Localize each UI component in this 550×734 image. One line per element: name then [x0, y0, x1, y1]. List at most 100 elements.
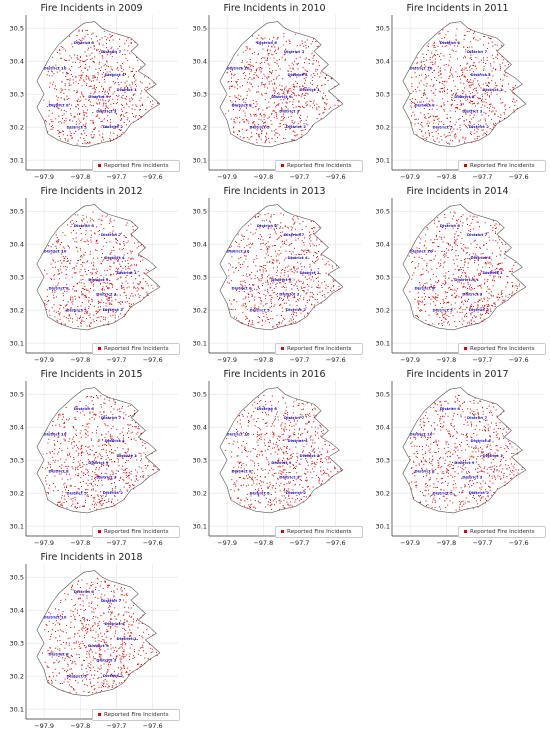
panel-title: Fire Incidents in 2010: [223, 3, 326, 14]
district-label: District 2: [469, 490, 490, 495]
y-tick-label: 30.5: [193, 207, 207, 215]
y-tick-label: 30.4: [10, 240, 24, 248]
legend-swatch: [464, 347, 467, 350]
district-label: District 2: [286, 490, 307, 495]
district-label: District 1: [483, 453, 504, 458]
y-tick-label: 30.5: [193, 390, 207, 398]
district-label: District 4: [288, 438, 309, 443]
district-label: District 5: [433, 124, 454, 129]
y-tick-label: 30.3: [10, 456, 24, 464]
district-label: District 4: [471, 255, 492, 260]
district-label: District 2: [286, 124, 307, 129]
district-label: District 7: [467, 49, 488, 54]
district-label: District 4: [288, 72, 309, 77]
x-tick-label: −97.7: [473, 173, 493, 181]
district-label: District 1: [117, 87, 138, 92]
district-label: District 1: [300, 453, 321, 458]
city-boundary: [402, 387, 527, 514]
legend-swatch: [281, 347, 284, 350]
y-tick-label: 30.2: [193, 123, 207, 131]
x-tick-label: −97.6: [509, 173, 529, 181]
district-label: District 3: [279, 108, 300, 113]
incident-points: [42, 395, 159, 510]
district-label: District 7: [101, 598, 122, 603]
district-label: District 10: [226, 431, 249, 436]
panel-title: Fire Incidents in 2009: [40, 3, 143, 14]
y-tick-label: 30.4: [193, 57, 207, 65]
district-label: District 6: [74, 40, 95, 45]
district-label: District 3: [462, 291, 483, 296]
district-label: District 1: [483, 87, 504, 92]
legend: Reported Fire Incidents: [275, 343, 363, 355]
district-label: District 5: [433, 490, 454, 495]
y-tick-label: 30.3: [376, 456, 390, 464]
district-label: District 9: [88, 643, 109, 648]
y-tick-label: 30.5: [10, 24, 24, 32]
y-tick-label: 30.2: [10, 123, 24, 131]
x-tick-label: −97.8: [70, 173, 90, 181]
x-tick-label: −97.9: [34, 356, 54, 364]
y-tick-label: 30.3: [193, 456, 207, 464]
district-label: District 3: [462, 474, 483, 479]
incident-points: [409, 28, 518, 145]
legend: Reported Fire Incidents: [458, 160, 546, 172]
district-label: District 10: [409, 65, 432, 70]
district-label: District 6: [257, 223, 278, 228]
y-tick-label: 30.5: [10, 573, 24, 581]
district-label: District 2: [103, 673, 124, 678]
y-tick-label: 30.3: [10, 273, 24, 281]
legend: Reported Fire Incidents: [92, 343, 180, 355]
x-tick-label: −97.9: [34, 173, 54, 181]
x-tick-label: −97.6: [326, 356, 346, 364]
district-label: District 1: [483, 270, 504, 275]
incident-points: [43, 29, 159, 145]
district-label: District 8: [414, 286, 435, 291]
map-plot: −97.9 −97.8 −97.7 −97.6 30.1 30.2 30.3 30.4 30.5…: [376, 15, 544, 181]
district-label: District 7: [101, 232, 122, 237]
legend: Reported Fire Incidents: [92, 160, 180, 172]
y-tick-label: 30.3: [376, 273, 390, 281]
city-boundary: [36, 21, 161, 148]
y-tick-label: 30.4: [10, 606, 24, 614]
district-label: District 5: [433, 307, 454, 312]
district-label: District 5: [67, 673, 88, 678]
legend-swatch: [98, 347, 101, 350]
y-tick-label: 30.4: [193, 240, 207, 248]
district-label: District 7: [284, 49, 305, 54]
district-label: District 5: [250, 307, 271, 312]
y-tick-label: 30.4: [376, 423, 390, 431]
map-panel-2009: Fire Incidents in 2009 −97.9 −97.8 −97.7 −97…: [0, 0, 183, 183]
y-tick-label: 30.1: [10, 705, 24, 713]
y-tick-label: 30.4: [10, 57, 24, 65]
y-tick-label: 30.2: [376, 306, 390, 314]
x-tick-label: −97.6: [509, 356, 529, 364]
district-label: District 10: [43, 65, 66, 70]
district-label: District 3: [279, 291, 300, 296]
district-label: District 2: [103, 124, 124, 129]
panel-title: Fire Incidents in 2012: [40, 186, 143, 197]
city-boundary: [402, 21, 527, 148]
district-label: District 8: [414, 103, 435, 108]
legend-label: Reported Fire Incidents: [287, 163, 352, 169]
district-label: District 6: [74, 589, 95, 594]
x-tick-label: −97.7: [107, 539, 127, 547]
district-label: District 2: [103, 490, 124, 495]
y-tick-label: 30.1: [376, 339, 390, 347]
district-label: District 6: [257, 40, 278, 45]
x-tick-label: −97.9: [34, 722, 54, 730]
legend: Reported Fire Incidents: [92, 709, 180, 721]
city-boundary: [36, 570, 161, 697]
x-tick-label: −97.7: [290, 539, 310, 547]
map-plot: −97.9 −97.8 −97.7 −97.6 30.1 30.2 30.3 30.4 30.5…: [376, 381, 544, 547]
y-tick-label: 30.3: [193, 90, 207, 98]
legend: Reported Fire Incidents: [275, 160, 363, 172]
x-tick-label: −97.6: [143, 722, 163, 730]
district-label: District 10: [43, 431, 66, 436]
district-label: District 4: [105, 72, 126, 77]
district-label: District 5: [250, 124, 271, 129]
x-tick-label: −97.8: [436, 173, 456, 181]
legend-label: Reported Fire Incidents: [104, 346, 169, 352]
x-tick-label: −97.7: [290, 173, 310, 181]
map-panel-2013: Fire Incidents in 2013 −97.9 −97.8 −97.7 −97…: [183, 183, 366, 366]
district-label: District 6: [440, 223, 461, 228]
